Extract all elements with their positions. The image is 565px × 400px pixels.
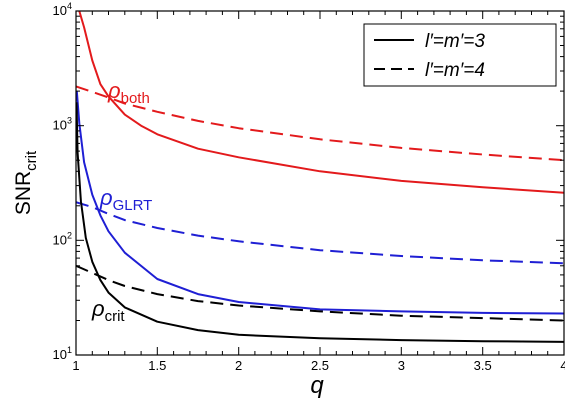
series-crit-solid-line <box>76 102 564 343</box>
y-tick-label: 103 <box>53 116 72 133</box>
x-tick-label: 4 <box>560 358 565 373</box>
annotation-rho-glrt: ρGLRT <box>99 185 152 214</box>
x-tick-label: 1 <box>72 358 79 373</box>
y-tick-label: 104 <box>53 1 72 18</box>
x-tick-label: 2.5 <box>311 358 329 373</box>
x-tick-label: 3.5 <box>474 358 492 373</box>
legend-label-dashed: l′=m′=4 <box>425 60 485 81</box>
x-tick-label: 3 <box>398 358 405 373</box>
x-tick-label: 1.5 <box>148 358 166 373</box>
series-crit-dashed-line <box>76 264 564 322</box>
legend: l′=m′=3 l′=m′=4 <box>363 23 557 87</box>
ticks-layer <box>75 11 565 356</box>
curves-layer <box>76 11 564 343</box>
y-tick-label: 101 <box>53 345 72 362</box>
legend-box <box>363 23 557 87</box>
x-tick-label: 2 <box>235 358 242 373</box>
x-axis-title: q <box>310 372 324 399</box>
series-both-dashed-line <box>76 85 564 162</box>
legend-label-solid: l′=m′=3 <box>425 31 485 52</box>
series-both-solid-line <box>78 11 564 194</box>
y-axis-title: SNRcrit <box>12 150 40 215</box>
tick-labels-layer: 1 1.5 2 2.5 3 3.5 4 101 102 103 104 <box>53 1 565 373</box>
y-tick-label: 102 <box>53 230 72 247</box>
series-glrt-dashed-line <box>76 201 564 265</box>
series-annotations: ρboth ρGLRT ρcrit <box>91 78 152 325</box>
series-glrt-solid-line <box>76 91 564 315</box>
annotation-rho-both: ρboth <box>107 78 150 107</box>
annotation-rho-crit: ρcrit <box>91 296 125 325</box>
